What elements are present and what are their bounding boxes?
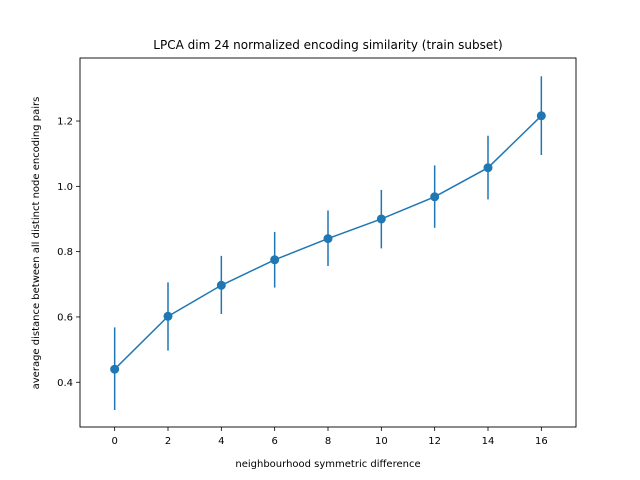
data-point [163,311,173,321]
chart-title: LPCA dim 24 normalized encoding similari… [153,38,502,52]
x-axis-label: neighbourhood symmetric difference [235,459,420,470]
data-point [483,163,493,173]
y-axis-label: average distance between all distinct no… [31,97,42,390]
data-point [110,364,120,374]
y-tick-label: 0.6 [57,312,73,323]
x-tick-label: 6 [271,436,277,447]
y-tick-label: 0.8 [57,247,73,258]
y-tick-label: 1.0 [57,182,73,193]
x-tick-label: 4 [218,436,224,447]
y-axis: 0.4 0.6 0.8 1.0 1.2 [57,117,80,389]
y-tick-label: 1.2 [57,117,73,128]
data-point [536,111,546,121]
x-tick-label: 10 [375,436,388,447]
data-point [270,255,280,265]
x-tick-label: 14 [482,436,495,447]
x-tick-label: 16 [535,436,548,447]
x-tick-label: 8 [325,436,331,447]
data-point [323,234,333,244]
x-tick-label: 2 [165,436,171,447]
plot-area [110,76,546,411]
data-point [376,214,386,224]
x-tick-label: 0 [111,436,117,447]
data-point [430,192,440,202]
data-point [216,280,226,290]
x-tick-label: 12 [428,436,441,447]
y-tick-label: 0.4 [57,378,73,389]
x-axis: 0 2 4 6 8 10 12 14 16 [111,427,548,447]
